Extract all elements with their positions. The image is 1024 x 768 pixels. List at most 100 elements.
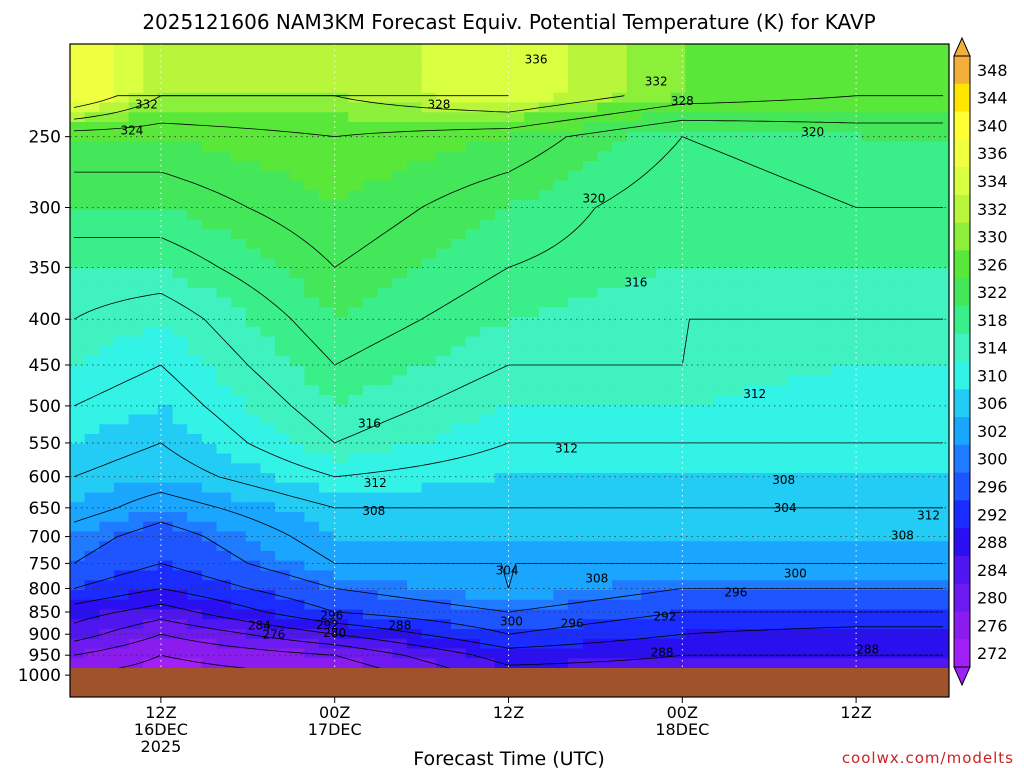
field-cell (333, 239, 349, 250)
field-cell (480, 268, 496, 279)
field-cell (421, 63, 437, 74)
field-cell (670, 463, 686, 474)
field-cell (245, 395, 262, 406)
field-cell (304, 297, 320, 308)
field-cell (538, 53, 555, 65)
field-cell (363, 248, 379, 260)
field-cell (875, 63, 891, 74)
field-cell (480, 200, 496, 211)
field-cell (612, 560, 628, 572)
field-cell (348, 541, 364, 552)
field-cell (831, 326, 848, 338)
field-cell (919, 122, 935, 133)
field-cell (641, 424, 657, 435)
field-cell (436, 229, 452, 240)
field-cell (934, 521, 949, 533)
colorbar-label: 280 (977, 589, 1008, 608)
field-cell (363, 92, 379, 104)
field-cell (421, 531, 437, 542)
field-cell (773, 365, 789, 377)
field-cell (905, 161, 921, 172)
field-cell (348, 531, 364, 542)
field-cell (758, 346, 774, 357)
field-cell (113, 560, 130, 572)
field-cell (304, 317, 320, 328)
field-cell (553, 395, 569, 406)
field-cell (348, 638, 364, 650)
field-cell (363, 492, 379, 503)
field-cell (773, 141, 789, 152)
field-cell (656, 570, 672, 581)
field-cell (70, 404, 86, 416)
field-cell (597, 375, 613, 386)
field-cell (699, 463, 716, 474)
field-cell (113, 287, 130, 299)
field-cell (348, 190, 364, 201)
field-cell (245, 102, 262, 113)
field-cell (480, 248, 496, 260)
field-cell (201, 492, 218, 503)
field-cell (905, 297, 921, 308)
field-cell (685, 122, 701, 133)
field-cell (421, 512, 437, 523)
field-cell (787, 131, 804, 143)
contour-label: 332 (645, 75, 668, 89)
x-tick-label: 17DEC (308, 720, 362, 739)
field-cell (773, 268, 789, 279)
field-cell (494, 102, 511, 113)
field-cell (641, 560, 657, 572)
field-cell (128, 336, 144, 347)
field-cell (597, 151, 613, 162)
field-cell (787, 512, 804, 523)
y-axis: 2503003504004505005506006507007508008509… (18, 128, 70, 686)
field-cell (685, 278, 701, 289)
field-cell (84, 570, 100, 581)
field-cell (846, 521, 862, 533)
field-cell (538, 219, 555, 230)
field-cell (509, 200, 525, 211)
field-cell (319, 463, 335, 474)
field-cell (377, 190, 393, 201)
field-cell (597, 112, 613, 123)
field-cell (99, 317, 115, 328)
field-cell (216, 170, 232, 182)
field-cell (802, 356, 818, 367)
field-cell (714, 521, 730, 533)
field-cell (187, 580, 203, 591)
field-cell (846, 209, 862, 221)
field-cell (421, 346, 437, 357)
field-cell (436, 346, 452, 357)
field-cell (934, 531, 949, 542)
field-cell (612, 326, 628, 338)
field-cell (377, 229, 393, 240)
field-cell (670, 229, 686, 240)
field-cell (538, 297, 555, 308)
field-cell (758, 395, 774, 406)
field-cell (304, 248, 320, 260)
field-cell (773, 190, 789, 201)
field-cell (231, 551, 247, 562)
field-cell (743, 570, 760, 581)
field-cell (787, 365, 804, 377)
field-cell (494, 92, 511, 104)
field-cell (494, 629, 511, 640)
field-cell (494, 590, 511, 601)
field-cell (582, 551, 598, 562)
field-cell (905, 102, 921, 113)
field-cell (773, 482, 789, 494)
field-cell (568, 619, 584, 630)
contour-line (74, 119, 943, 268)
field-cell (304, 551, 320, 562)
field-cell (846, 190, 862, 201)
field-cell (480, 658, 496, 669)
field-cell (831, 151, 848, 162)
field-cell (319, 122, 335, 133)
field-cell (553, 317, 569, 328)
field-cell (685, 395, 701, 406)
credit-text[interactable]: coolwx.com/modelts (842, 749, 1014, 767)
field-cell (70, 365, 86, 377)
field-cell (934, 551, 949, 562)
field-cell (685, 453, 701, 464)
field-cell (626, 551, 642, 562)
field-cell (245, 239, 262, 250)
